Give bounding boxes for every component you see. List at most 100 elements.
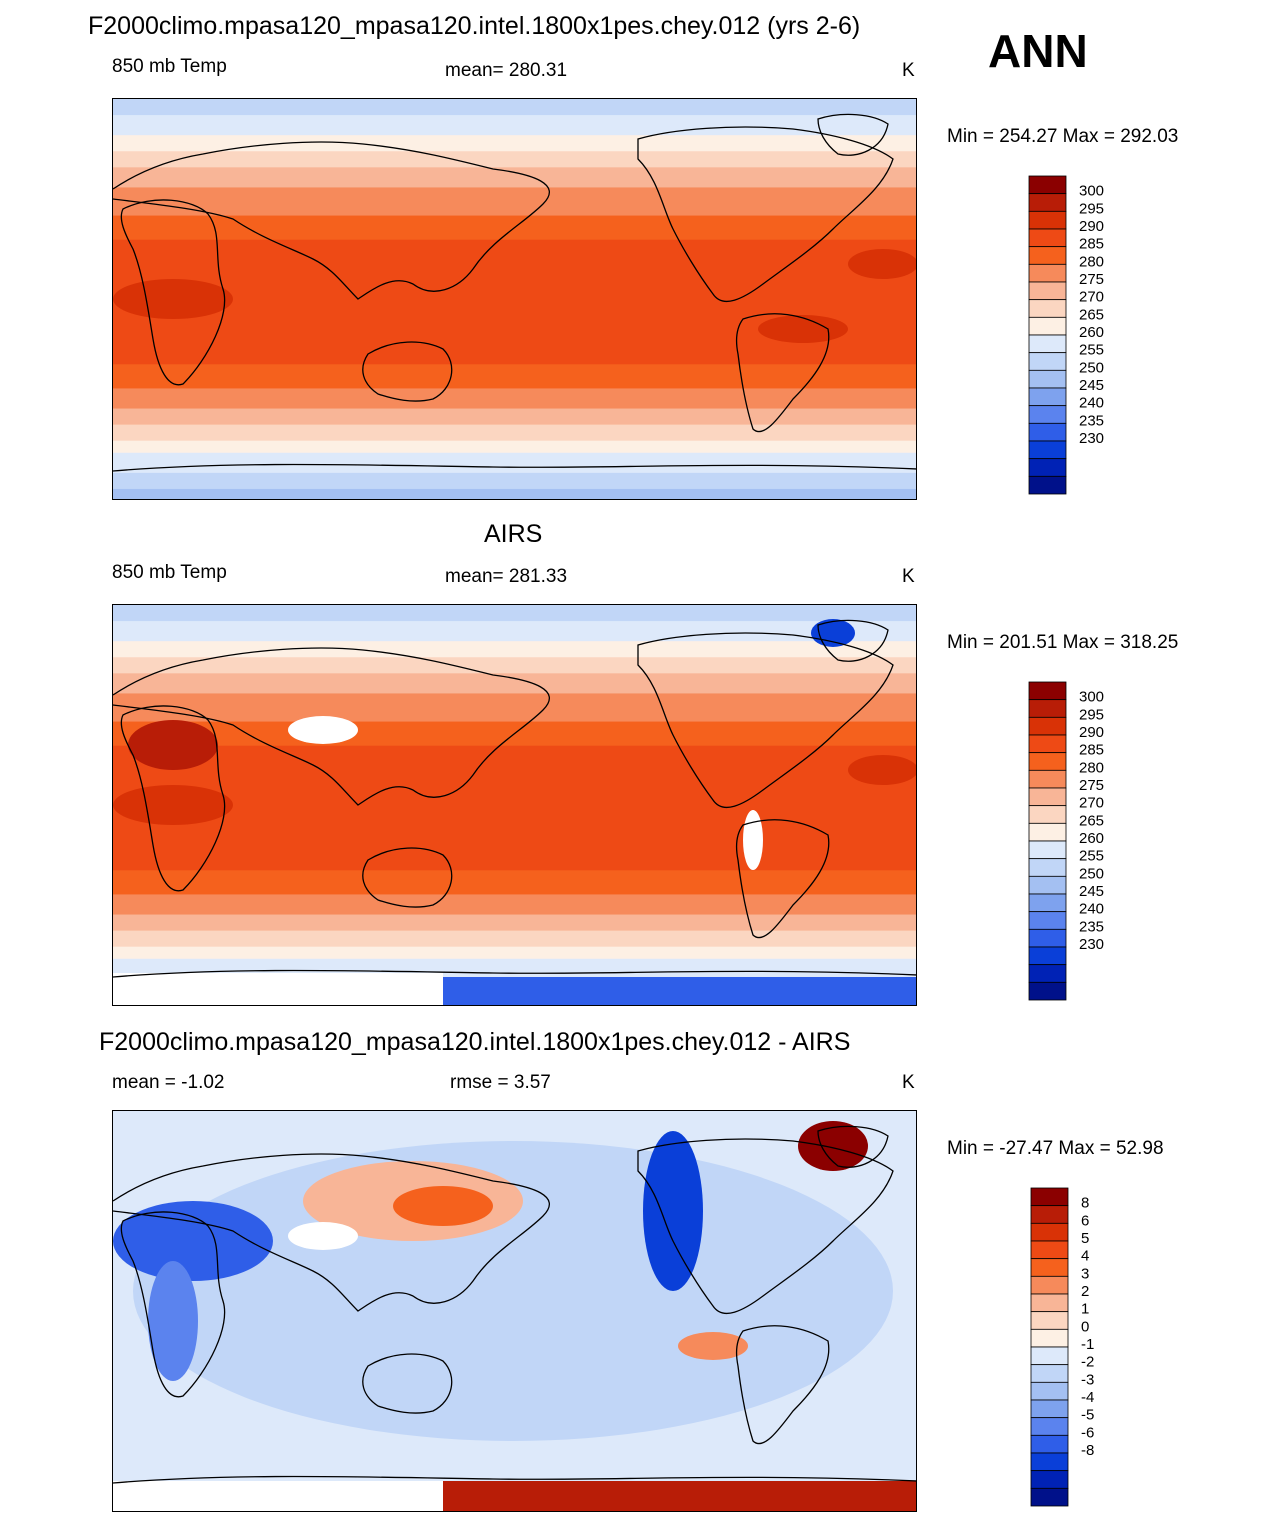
colorbar-box [1030, 1417, 1069, 1436]
colorbar-tick-label: 0 [1081, 1318, 1089, 1335]
panel-2-left-label: 850 mb Temp [112, 562, 227, 583]
colorbar-box [1028, 193, 1067, 212]
colorbar-box [1028, 440, 1067, 460]
colorbar-box [1030, 1470, 1069, 1489]
colorbar-tick-label: 285 [1079, 742, 1104, 759]
colorbar-box [1030, 1399, 1069, 1419]
colorbar-tick-label: -8 [1081, 1442, 1094, 1459]
colorbar-tick-label: 4 [1081, 1248, 1089, 1265]
colorbar-box [1030, 1434, 1069, 1454]
panel-3-units: K [902, 1072, 915, 1093]
colorbar-tick-label: 245 [1079, 377, 1104, 394]
colorbar-box [1030, 1222, 1069, 1242]
colorbar-box [1028, 840, 1067, 860]
panel-3-left-label: mean = -1.02 [112, 1072, 225, 1093]
colorbar-tick-label: 265 [1079, 812, 1104, 829]
panel-2-minmax: Min = 201.51 Max = 318.25 [947, 632, 1179, 653]
panel-2-title: AIRS [484, 520, 543, 548]
colorbar-box [1028, 893, 1067, 913]
colorbar-tick-label: 255 [1079, 848, 1104, 865]
panel-3-map-field [113, 1111, 916, 1511]
colorbar-box [1028, 805, 1067, 824]
colorbar-tick-label: 8 [1081, 1195, 1089, 1212]
colorbar-box [1028, 858, 1067, 877]
colorbar-box [1028, 981, 1067, 1001]
colorbar-tick-label: 295 [1079, 200, 1104, 217]
panel-2-map [112, 604, 917, 1006]
colorbar-box [1028, 369, 1067, 389]
colorbar-tick-label: 260 [1079, 324, 1104, 341]
colorbar-box [1030, 1487, 1069, 1507]
colorbar-box [1028, 387, 1067, 407]
colorbar-box [1028, 681, 1067, 701]
colorbar-tick-label: 300 [1079, 689, 1104, 706]
panel-1-minmax: Min = 254.27 Max = 292.03 [947, 126, 1179, 147]
colorbar-tick-label: 6 [1081, 1212, 1089, 1229]
colorbar-box [1028, 822, 1067, 842]
colorbar-box [1028, 787, 1067, 807]
panel-1-units: K [902, 60, 915, 81]
colorbar-box [1028, 475, 1067, 495]
colorbar-box [1028, 352, 1067, 371]
colorbar-box [1028, 734, 1067, 754]
colorbar-box [1028, 281, 1067, 301]
colorbar-box [1028, 210, 1067, 230]
panel-1-colorbar-svg: 3002952902852802752702652602552502452402… [1028, 175, 1104, 495]
panel-2-center-label: mean= 281.33 [445, 566, 568, 587]
colorbar-box [1028, 175, 1067, 195]
panel-1-map [112, 98, 917, 500]
panel-1-map-field [113, 99, 916, 499]
colorbar-box [1030, 1258, 1069, 1277]
colorbar-box [1030, 1364, 1069, 1383]
colorbar-tick-label: 3 [1081, 1265, 1089, 1282]
colorbar-tick-label: -2 [1081, 1354, 1094, 1371]
colorbar-tick-label: 245 [1079, 883, 1104, 900]
colorbar-tick-label: 300 [1079, 183, 1104, 200]
colorbar-tick-label: -1 [1081, 1336, 1094, 1353]
colorbar-box [1028, 405, 1067, 424]
colorbar-box [1030, 1381, 1069, 1401]
colorbar-tick-label: 240 [1079, 901, 1104, 918]
colorbar-box [1030, 1275, 1069, 1295]
colorbar-tick-label: -6 [1081, 1424, 1094, 1441]
panel-3-colorbar: 8 6 5 4 3 2 1 0 -1 -2 -3 -4 -5 -6 -8 [1030, 1187, 1130, 1512]
colorbar-tick-label: 250 [1079, 865, 1104, 882]
colorbar-box [1030, 1311, 1069, 1330]
colorbar-tick-label: 275 [1079, 777, 1104, 794]
colorbar-box [1030, 1452, 1069, 1472]
colorbar-tick-label: 235 [1079, 918, 1104, 935]
colorbar-box [1028, 263, 1067, 283]
colorbar-tick-label: 235 [1079, 412, 1104, 429]
colorbar-box [1030, 1346, 1069, 1366]
colorbar-box [1028, 334, 1067, 354]
colorbar-box [1028, 716, 1067, 736]
colorbar-box [1028, 246, 1067, 265]
colorbar-tick-label: -4 [1081, 1389, 1094, 1406]
colorbar-box [1030, 1187, 1069, 1207]
colorbar-tick-label: 280 [1079, 759, 1104, 776]
colorbar-tick-label: 270 [1079, 289, 1104, 306]
colorbar-box [1028, 299, 1067, 318]
colorbar-tick-label: 265 [1079, 306, 1104, 323]
colorbar-box [1028, 875, 1067, 895]
colorbar-box [1030, 1240, 1069, 1260]
panel-2-units: K [902, 566, 915, 587]
colorbar-tick-label: 280 [1079, 253, 1104, 270]
colorbar-box [1028, 699, 1067, 718]
colorbar-box [1028, 911, 1067, 930]
colorbar-box [1028, 928, 1067, 948]
colorbar-tick-label: 250 [1079, 359, 1104, 376]
panel-2-colorbar-svg: 3002952902852802752702652602552502452402… [1028, 681, 1104, 1001]
colorbar-box [1028, 228, 1067, 248]
panel-3-minmax: Min = -27.47 Max = 52.98 [947, 1138, 1164, 1159]
panel-1-colorbar: 300 295 290 285 280 275 270 265 260 255 250 245 240 2… [1028, 175, 1128, 500]
panel-2-colorbar: 300 295 290 285 280 275 270 265 260 255 250 245 240 2… [1028, 681, 1128, 1006]
colorbar-tick-label: 270 [1079, 795, 1104, 812]
panel-3-map [112, 1110, 917, 1512]
colorbar-tick-label: 240 [1079, 395, 1104, 412]
panel-3-title: F2000climo.mpasa120_mpasa120.intel.1800x… [99, 1028, 851, 1056]
panel-2-map-field [113, 605, 916, 1005]
panel-1-center-label: mean= 280.31 [445, 60, 568, 81]
colorbar-tick-label: 295 [1079, 706, 1104, 723]
